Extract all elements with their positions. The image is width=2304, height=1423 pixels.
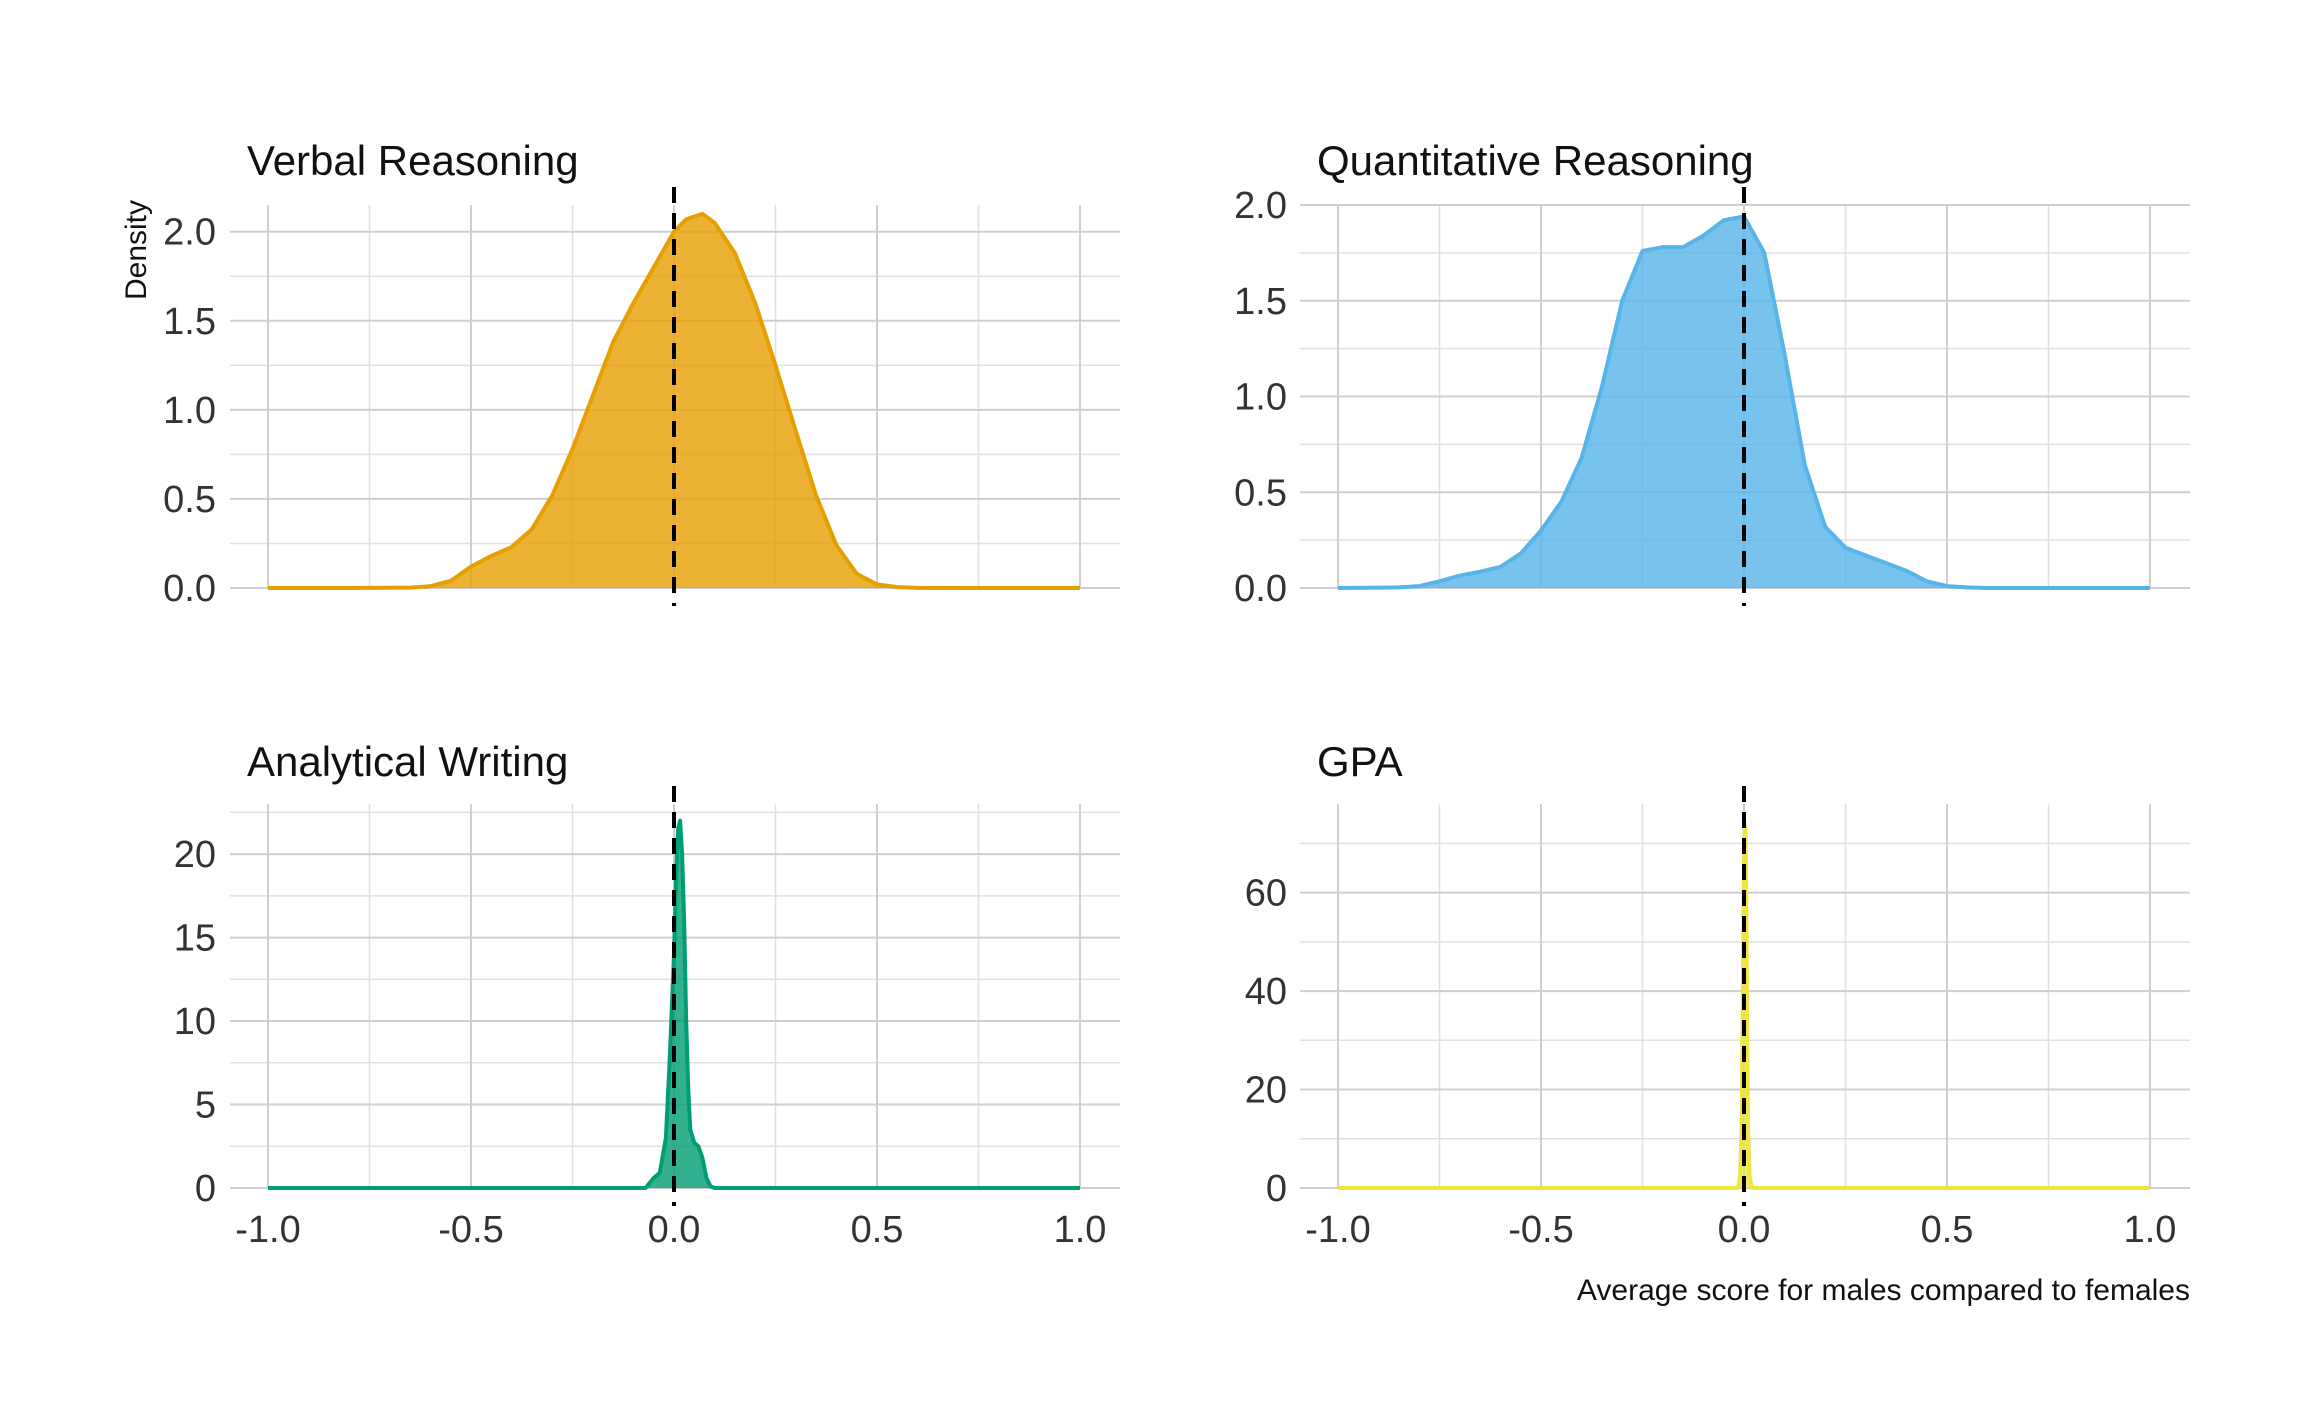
- x-tick-label: 1.0: [1054, 1209, 1107, 1251]
- density-line: [268, 211, 1080, 590]
- x-tick-label: -1.0: [1305, 1209, 1370, 1251]
- density-line: [1337, 214, 2150, 590]
- panel-title: GPA: [1317, 738, 1403, 785]
- x-tick-label: 0.0: [648, 1209, 701, 1251]
- y-tick-label: 1.5: [1234, 281, 1287, 323]
- panel-2: 0.0 0.5 1.0 1.5 2.0 Quantitative Reasoning: [1234, 137, 2190, 610]
- density-line: [268, 818, 1080, 1190]
- y-tick-label: 0: [195, 1168, 216, 1210]
- y-tick-label: 5: [195, 1085, 216, 1127]
- panel-title: Verbal Reasoning: [247, 137, 579, 184]
- y-tick-label: 0: [1266, 1168, 1287, 1210]
- x-tick-label: 0.5: [1921, 1209, 1974, 1251]
- y-tick-label: 40: [1245, 971, 1287, 1013]
- panel-title: Analytical Writing: [247, 738, 568, 785]
- y-tick-label: 2.0: [163, 212, 216, 254]
- panel-1: 0.0 0.5 1.0 1.5 2.0 Verbal Reasoning: [163, 137, 1120, 610]
- x-tick-label: -0.5: [1508, 1209, 1573, 1251]
- y-axis-title: Density: [120, 200, 153, 300]
- panel-3: 0 5 10 15 20 -1.0 -0.5 0.0 0.5 1.0 Analytical Writ…: [174, 738, 1120, 1251]
- y-tick-label: 1.0: [1234, 377, 1287, 419]
- x-tick-label: -0.5: [438, 1209, 503, 1251]
- y-tick-label: 1.5: [163, 301, 216, 343]
- x-tick-label: -1.0: [235, 1209, 300, 1251]
- y-tick-label: 20: [1245, 1070, 1287, 1112]
- panel-title: Quantitative Reasoning: [1317, 137, 1754, 184]
- x-tick-label: 1.0: [2124, 1209, 2177, 1251]
- y-tick-label: 0.5: [163, 479, 216, 521]
- y-tick-label: 0.0: [1234, 568, 1287, 610]
- y-tick-label: 0.5: [1234, 472, 1287, 514]
- x-axis-title: Average score for males compared to fema…: [1577, 1274, 2190, 1307]
- y-tick-label: 15: [174, 918, 216, 960]
- panel-4: 0 20 40 60 -1.0 -0.5 0.0 0.5 1.0 GPA: [1245, 738, 2190, 1251]
- y-tick-label: 2.0: [1234, 185, 1287, 227]
- y-tick-label: 0.0: [163, 568, 216, 610]
- y-tick-label: 20: [174, 834, 216, 876]
- y-tick-label: 1.0: [163, 390, 216, 432]
- x-tick-label: 0.5: [851, 1209, 904, 1251]
- x-tick-label: 0.0: [1718, 1209, 1771, 1251]
- y-tick-label: 60: [1245, 873, 1287, 915]
- density-line: [1338, 821, 2150, 1190]
- y-tick-label: 10: [174, 1001, 216, 1043]
